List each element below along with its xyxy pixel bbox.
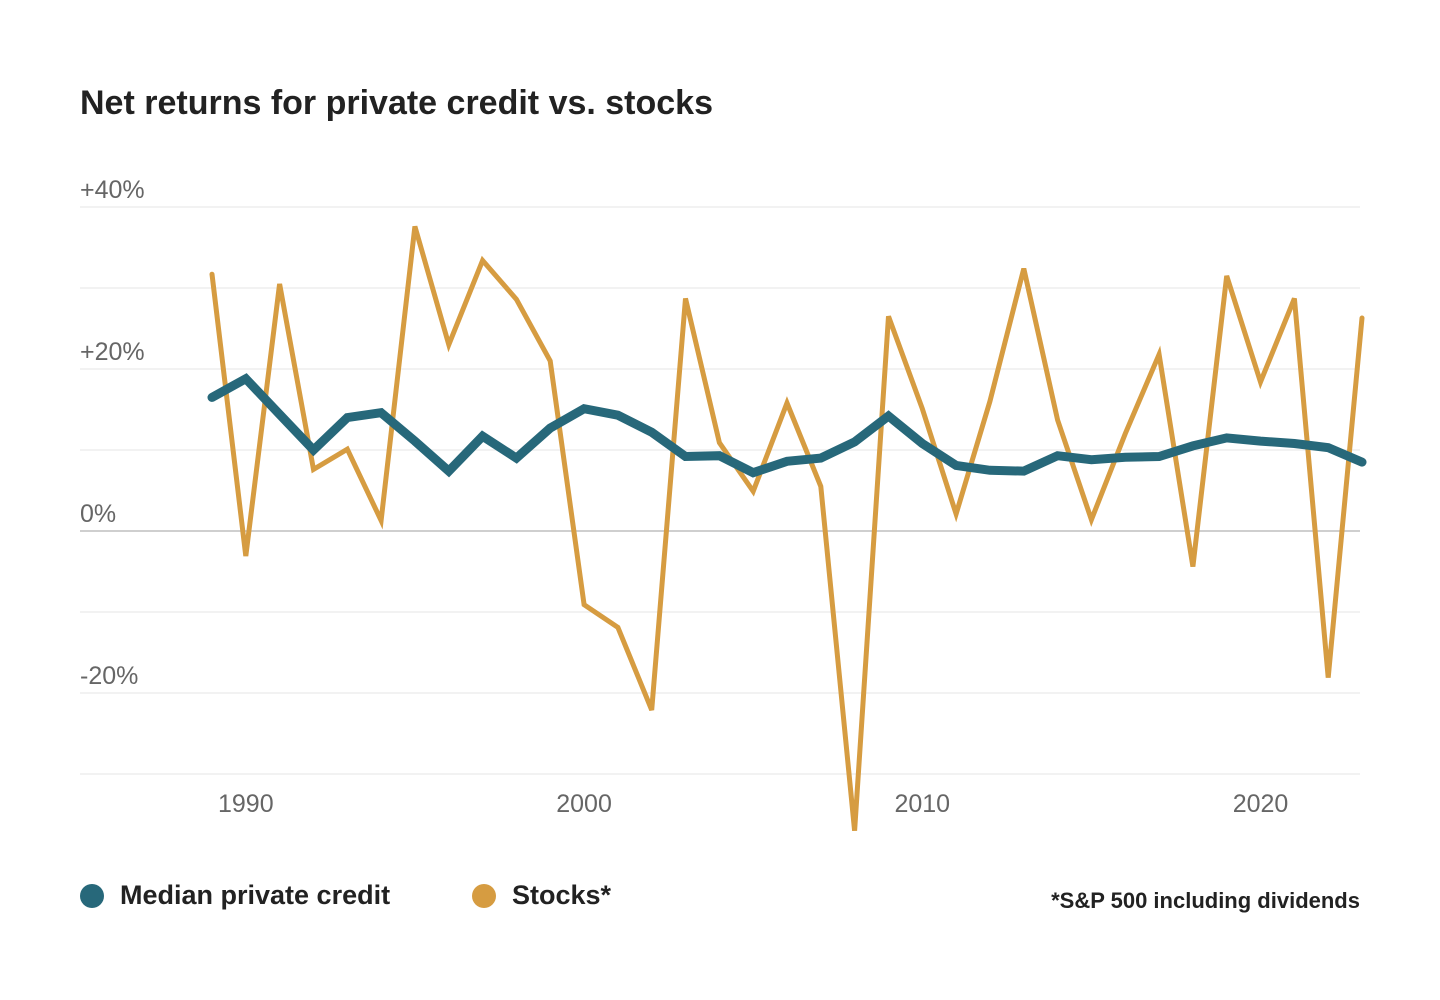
legend-item-stocks: Stocks* [472, 880, 611, 911]
x-tick-label: 2020 [1233, 790, 1289, 818]
legend-swatch-stocks [472, 883, 496, 908]
y-tick-label: 0% [80, 500, 116, 528]
y-tick-label: -20% [80, 662, 138, 690]
x-axis-ticks: 1990 2000 2010 2020 [218, 790, 1288, 818]
series-lines [207, 225, 1367, 831]
private-credit-line [207, 373, 1367, 478]
x-tick-label: 1990 [218, 790, 274, 818]
y-axis-ticks: +40% +20% 0% -20% [80, 176, 145, 690]
x-tick-label: 2010 [894, 790, 950, 818]
chart-title: Net returns for private credit vs. stock… [80, 84, 714, 122]
x-tick-label: 2000 [556, 790, 612, 818]
legend-label-private-credit: Median private credit [120, 880, 391, 910]
legend-item-private-credit: Median private credit [80, 880, 390, 911]
line-chart: +40% +20% 0% -20% 1990 2000 2010 2020 [80, 176, 1367, 831]
gridlines [80, 206, 1360, 775]
legend: Median private credit Stocks* *S&P 500 i… [80, 880, 1360, 930]
footnote: *S&P 500 including dividends [1051, 888, 1360, 913]
legend-label-stocks: Stocks* [512, 880, 612, 910]
stocks-line [209, 225, 1365, 831]
y-tick-label: +40% [80, 176, 145, 204]
legend-swatch-private-credit [80, 883, 104, 908]
y-tick-label: +20% [80, 338, 145, 366]
